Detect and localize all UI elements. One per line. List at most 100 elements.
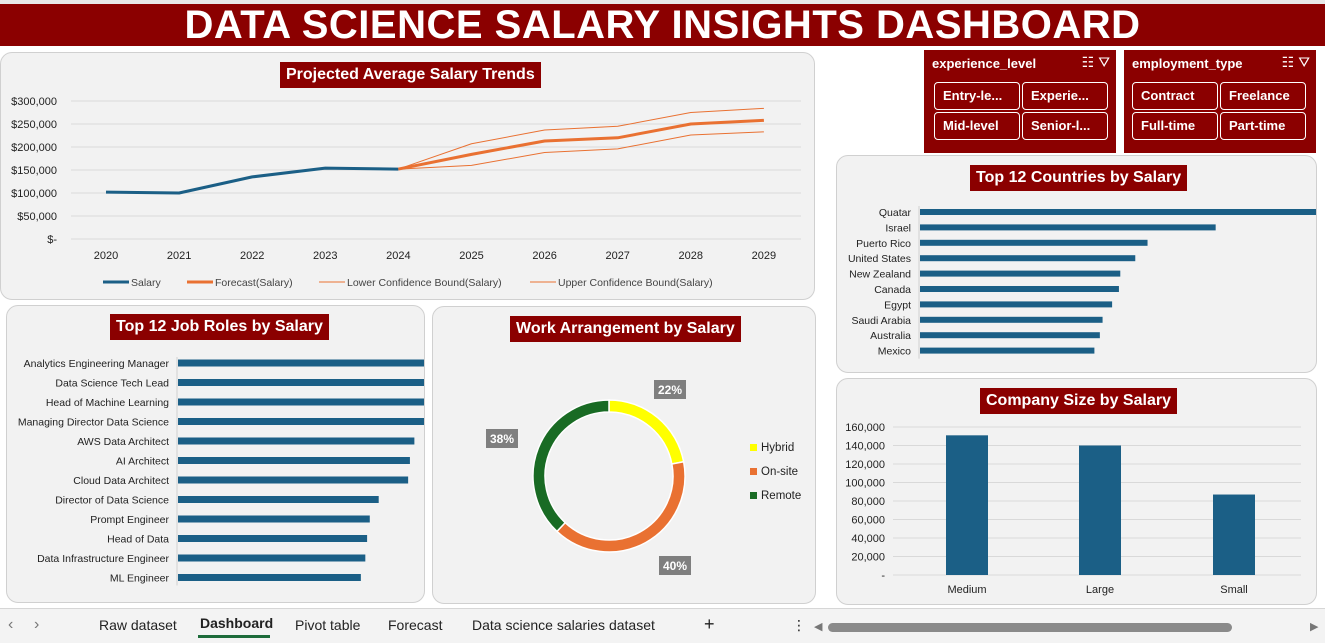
y-tick-label: 80,000	[851, 496, 885, 508]
work-arrangement-title: Work Arrangement by Salary	[510, 316, 741, 342]
donut-slice-on-site	[555, 460, 686, 553]
category-label: Head of Data	[107, 534, 169, 546]
category-label: Saudi Arabia	[851, 315, 911, 327]
series-line-1	[398, 118, 764, 171]
y-tick-label: 140,000	[845, 441, 885, 453]
company-size-chart: - 20,000 40,000 60,000 80,000 100,000 120,000 1…	[845, 422, 1301, 596]
scroll-right-icon[interactable]: ▶	[1310, 621, 1319, 633]
y-tick-label: -	[881, 570, 885, 582]
x-tick-label: Small	[1220, 584, 1248, 596]
bar	[1079, 445, 1121, 575]
slicer-option-part-time[interactable]: Part-time	[1220, 112, 1306, 140]
bar	[920, 316, 1103, 323]
countries-chart: Quatar Israel Puerto Rico United States New …	[848, 206, 1316, 359]
tab-next-icon[interactable]: ›	[34, 616, 40, 633]
bar	[178, 496, 379, 503]
scroll-left-icon[interactable]: ◀	[814, 621, 823, 633]
category-label: Quatar	[879, 207, 912, 219]
multi-select-icon[interactable]: ☷	[1081, 54, 1095, 70]
salary-trend-panel[interactable]: $- $50,000 $100,000 $150,000 $200,000 $250,00…	[0, 52, 815, 300]
slicer-option-freelance[interactable]: Freelance	[1220, 82, 1306, 110]
bar	[920, 239, 1148, 246]
y-tick-label: $-	[47, 234, 57, 246]
slicer-option-contract[interactable]: Contract	[1132, 82, 1218, 110]
horizontal-scrollbar[interactable]	[828, 623, 1232, 632]
y-tick-label: $100,000	[11, 188, 57, 200]
slicer-option-entry-level[interactable]: Entry-le...	[934, 82, 1020, 110]
company-size-panel[interactable]: - 20,000 40,000 60,000 80,000 100,000 120,000 1…	[836, 378, 1317, 605]
x-tick-label: 2029	[752, 250, 776, 262]
countries-title: Top 12 Countries by Salary	[970, 165, 1188, 191]
work-arrangement-panel[interactable]: 22% 40% 38% Hybrid On-site Remote Work Arrang…	[432, 306, 816, 604]
bar	[920, 270, 1121, 277]
slicer-option-senior-level[interactable]: Senior-l...	[1022, 112, 1108, 140]
multi-select-icon[interactable]: ☷	[1281, 54, 1295, 70]
slicer-icons: ☷ ⛛	[1082, 54, 1110, 71]
job-roles-panel[interactable]: Analytics Engineering Manager Data Scienc…	[6, 305, 425, 603]
category-label: Australia	[870, 330, 911, 342]
bar	[920, 347, 1095, 354]
bar	[1213, 494, 1255, 575]
bar	[178, 574, 361, 581]
slicer-option-mid-level[interactable]: Mid-level	[934, 112, 1020, 140]
y-tick-label: 100,000	[845, 478, 885, 490]
x-tick-label: 2023	[313, 250, 337, 262]
x-tick-label: 2028	[679, 250, 703, 262]
legend-label: Forecast(Salary)	[215, 277, 293, 289]
bar	[920, 209, 1316, 215]
category-label: Egypt	[884, 299, 911, 311]
category-label: AWS Data Architect	[77, 436, 169, 448]
salary-trend-chart: $- $50,000 $100,000 $150,000 $200,000 $250,00…	[11, 96, 801, 289]
countries-panel[interactable]: Quatar Israel Puerto Rico United States New …	[836, 155, 1317, 373]
legend-swatch	[750, 444, 757, 451]
bar	[178, 437, 415, 445]
category-label: Analytics Engineering Manager	[24, 358, 170, 370]
category-label: Puerto Rico	[856, 238, 911, 250]
donut-slice-hybrid	[608, 399, 685, 465]
bar	[178, 554, 366, 562]
slicer-icons: ☷ ⛛	[1282, 54, 1310, 71]
tab-dashboard[interactable]: Dashboard	[200, 615, 274, 631]
clear-filter-icon[interactable]: ⛛	[1298, 54, 1310, 70]
active-tab-underline	[198, 635, 270, 638]
category-label: Data Science Tech Lead	[55, 378, 169, 390]
category-label: New Zealand	[849, 269, 911, 281]
job-roles-title: Top 12 Job Roles by Salary	[110, 314, 329, 340]
category-label: Canada	[874, 284, 911, 296]
legend-label: Remote	[761, 490, 801, 502]
category-label: AI Architect	[116, 456, 169, 468]
tab-prev-icon[interactable]: ‹	[8, 616, 14, 633]
y-tick-label: 40,000	[851, 533, 885, 545]
category-label: Director of Data Science	[55, 495, 169, 507]
tab-raw-dataset[interactable]: Raw dataset	[99, 617, 177, 633]
experience-level-slicer[interactable]: experience_level ☷ ⛛ Entry-le... Experie…	[924, 50, 1116, 153]
sheet-menu-icon[interactable]: ⋮	[792, 617, 806, 633]
data-label-box	[486, 429, 518, 448]
bar	[178, 359, 424, 367]
employment-type-slicer-title: employment_type	[1132, 56, 1243, 71]
bar	[920, 286, 1119, 292]
legend-label: Hybrid	[761, 442, 794, 454]
tab-pivot-table[interactable]: Pivot table	[295, 617, 361, 633]
legend-label: On-site	[761, 466, 798, 478]
legend-swatch	[750, 492, 757, 499]
category-label: Prompt Engineer	[90, 514, 169, 526]
tab-data-science-salaries[interactable]: Data science salaries dataset	[472, 617, 655, 633]
add-sheet-button[interactable]: +	[704, 614, 715, 634]
y-tick-label: $50,000	[17, 211, 57, 223]
x-tick-label: 2027	[605, 250, 629, 262]
slicer-option-experienced[interactable]: Experie...	[1022, 82, 1108, 110]
bar	[178, 379, 424, 386]
data-label-box	[654, 380, 686, 399]
employment-type-slicer[interactable]: employment_type ☷ ⛛ Contract Freelance F…	[1124, 50, 1316, 153]
company-size-title: Company Size by Salary	[980, 388, 1177, 414]
x-tick-label: 2021	[167, 250, 191, 262]
legend-label: Upper Confidence Bound(Salary)	[558, 277, 713, 289]
category-label: Israel	[885, 222, 911, 234]
slicer-option-full-time[interactable]: Full-time	[1132, 112, 1218, 140]
category-label: Data Infrastructure Engineer	[37, 553, 169, 565]
series-line-3	[398, 107, 764, 170]
clear-filter-icon[interactable]: ⛛	[1098, 54, 1110, 70]
tab-forecast[interactable]: Forecast	[388, 617, 443, 633]
bar	[920, 332, 1100, 339]
